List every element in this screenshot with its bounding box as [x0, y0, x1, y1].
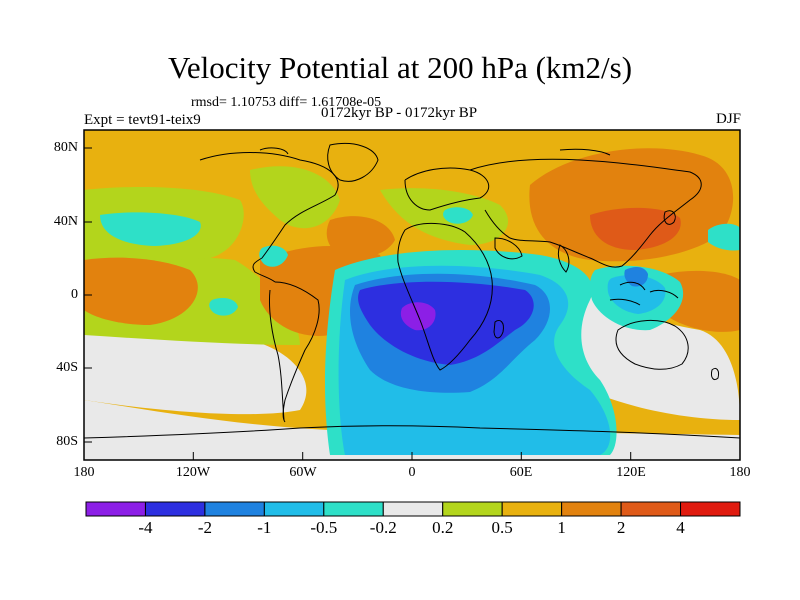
coast-greenland — [327, 143, 379, 182]
colorbar-label: -4 — [138, 518, 153, 537]
colorbar-label: 2 — [616, 518, 626, 537]
colorbar-swatch — [204, 501, 265, 517]
colorbar-swatch — [323, 501, 384, 517]
coast-arabia — [494, 237, 523, 260]
colorbar-swatch — [680, 501, 741, 517]
colorbar-label: -0.5 — [310, 518, 338, 537]
colorbar-swatch — [561, 501, 622, 517]
cyan-pocket-caribbean — [259, 245, 288, 267]
colorbar-swatch — [263, 501, 325, 517]
x-tick-label: 60W — [289, 465, 317, 480]
orange-region-pacific — [84, 257, 198, 325]
colorbar — [85, 501, 741, 517]
coast-africa — [397, 222, 493, 371]
colorbar-swatch — [442, 501, 503, 517]
stats-line: rmsd= 1.10753 diff= 1.61708e-05 — [191, 95, 382, 110]
contour-field — [84, 130, 740, 460]
orange-region-natl — [326, 216, 395, 258]
y-tick-label: 40S — [56, 360, 78, 375]
x-tick-label: 120E — [616, 465, 646, 480]
coastlines — [84, 143, 740, 439]
coast-japan — [663, 210, 676, 225]
coast-australia — [615, 320, 689, 370]
y-tick-label: 80N — [53, 140, 78, 155]
x-tick-label: 60E — [509, 465, 533, 480]
lightblue-region-indonesia — [607, 275, 666, 314]
x-tick-label: 180 — [73, 465, 95, 480]
coast-maritime-continent — [609, 281, 679, 306]
colorbar-label: -1 — [257, 518, 272, 537]
coast-south-america-west — [269, 289, 285, 421]
colorbar-label: -0.2 — [369, 518, 397, 537]
coast-north-america — [199, 152, 339, 283]
y-tick-label: 80S — [56, 434, 78, 449]
green-band-na — [250, 166, 340, 229]
colorbar-label: 1 — [557, 518, 566, 537]
coast-arctic-islands — [259, 147, 611, 156]
coast-india — [557, 244, 570, 273]
y-axis-ticks — [84, 147, 92, 443]
cyan-pocket-npac-east — [708, 223, 740, 251]
coast-madagascar — [493, 319, 504, 339]
neutral-region-pacific — [84, 330, 307, 415]
x-tick-label: 120W — [175, 465, 211, 480]
blue-region-indonesia — [624, 266, 648, 287]
x-axis-ticks — [83, 452, 741, 460]
plot-title: Velocity Potential at 200 hPa (km2/s) — [167, 50, 633, 85]
cyan-pocket-mediterranean — [443, 207, 473, 224]
cyan-pocket-npac — [100, 212, 201, 246]
x-tick-label: 0 — [408, 465, 416, 480]
coast-antarctica — [84, 425, 740, 439]
colorbar-label: 0.5 — [491, 518, 513, 537]
darkblue-region — [358, 281, 534, 365]
colorbar-swatch — [501, 501, 563, 517]
coast-new-zealand — [711, 367, 719, 381]
period-label: 0172kyr BP - 0172kyr BP — [321, 105, 478, 121]
colorbar-swatch — [620, 501, 682, 517]
coast-asia — [469, 158, 702, 268]
colorbar-label: 4 — [676, 518, 685, 537]
neutral-region-seasia — [560, 285, 740, 420]
red-region-eastasia — [590, 207, 681, 250]
colorbar-label: -2 — [197, 518, 212, 537]
coast-europe — [404, 167, 490, 211]
season-label: DJF — [715, 111, 741, 127]
colorbar-label: 0.2 — [432, 518, 454, 537]
y-tick-label: 40N — [53, 214, 78, 229]
colorbar-swatch — [382, 501, 444, 517]
colorbar-swatch — [85, 501, 146, 517]
colorbar-swatch — [144, 501, 206, 517]
experiment-label: Expt = tevt91-teix9 — [84, 112, 201, 128]
y-tick-label: 0 — [71, 287, 78, 302]
cyan-pocket-epac — [209, 298, 238, 316]
x-tick-label: 180 — [729, 465, 751, 480]
orange-region-asia — [529, 148, 734, 262]
